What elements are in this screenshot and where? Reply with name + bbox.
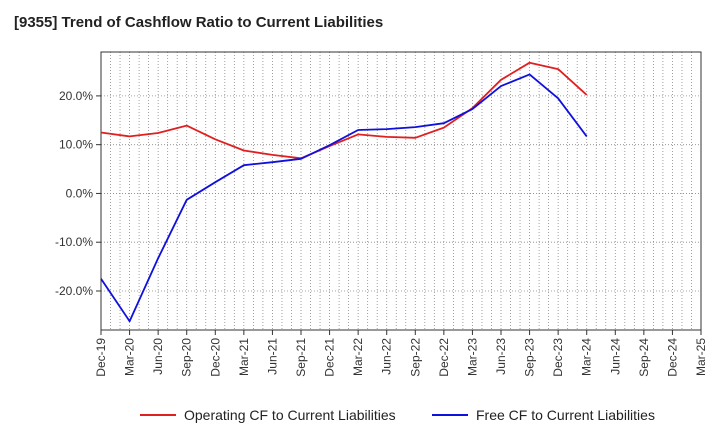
legend-swatch-operating-cf xyxy=(140,414,176,416)
series-line-operating-cf xyxy=(100,61,588,160)
x-tick-label: Sep-23 xyxy=(523,338,537,377)
x-tick-label: Sep-21 xyxy=(294,338,308,377)
x-tick-label: Jun-23 xyxy=(494,338,508,375)
legend-item-free-cf: Free CF to Current Liabilities xyxy=(432,404,655,426)
plot-frame xyxy=(100,51,702,331)
plot-background xyxy=(101,52,701,330)
x-tick-label: Jun-21 xyxy=(265,338,279,375)
x-tick-label: Mar-22 xyxy=(351,338,365,376)
y-tick-label: -20.0% xyxy=(55,284,93,298)
x-tick-label: Jun-20 xyxy=(151,338,165,375)
y-axis: -20.0% -10.0% 0.0% 10.0% 20.0% xyxy=(55,89,101,298)
x-tick-label: Sep-24 xyxy=(637,338,651,377)
x-tick-label: Dec-22 xyxy=(437,338,451,377)
x-tick-label: Mar-20 xyxy=(123,338,137,376)
x-tick-label: Jun-22 xyxy=(380,338,394,375)
x-tick-label: Dec-21 xyxy=(323,338,337,377)
x-tick-label: Jun-24 xyxy=(608,338,622,375)
x-tick-label: Dec-24 xyxy=(665,338,679,377)
y-tick-label: 10.0% xyxy=(59,138,93,152)
y-tick-label: -10.0% xyxy=(55,235,93,249)
x-tick-label: Mar-23 xyxy=(465,338,479,376)
legend-item-operating-cf: Operating CF to Current Liabilities xyxy=(140,404,396,426)
chart-title: [9355] Trend of Cashflow Ratio to Curren… xyxy=(14,14,384,31)
series-line-free-cf xyxy=(100,73,588,323)
x-tick-label: Mar-25 xyxy=(694,338,708,376)
series-layer xyxy=(100,61,588,323)
x-tick-label: Dec-20 xyxy=(208,338,222,377)
legend: Operating CF to Current Liabilities Free… xyxy=(0,404,720,426)
legend-label-free-cf: Free CF to Current Liabilities xyxy=(476,407,655,423)
x-tick-label: Dec-23 xyxy=(551,338,565,377)
x-tick-label: Sep-22 xyxy=(408,338,422,377)
legend-label-operating-cf: Operating CF to Current Liabilities xyxy=(184,407,396,423)
y-tick-label: 20.0% xyxy=(59,89,93,103)
x-tick-label: Mar-21 xyxy=(237,338,251,376)
x-tick-label: Sep-20 xyxy=(180,338,194,377)
x-tick-label: Dec-19 xyxy=(94,338,108,377)
x-axis: Dec-19 Mar-20 Jun-20 Sep-20 Dec-20 Mar-21 Jun-… xyxy=(94,330,708,377)
vertical-grid xyxy=(110,52,692,330)
horizontal-grid xyxy=(101,95,701,292)
x-tick-label: Mar-24 xyxy=(580,338,594,376)
y-tick-label: 0.0% xyxy=(66,186,94,200)
legend-swatch-free-cf xyxy=(432,414,468,416)
